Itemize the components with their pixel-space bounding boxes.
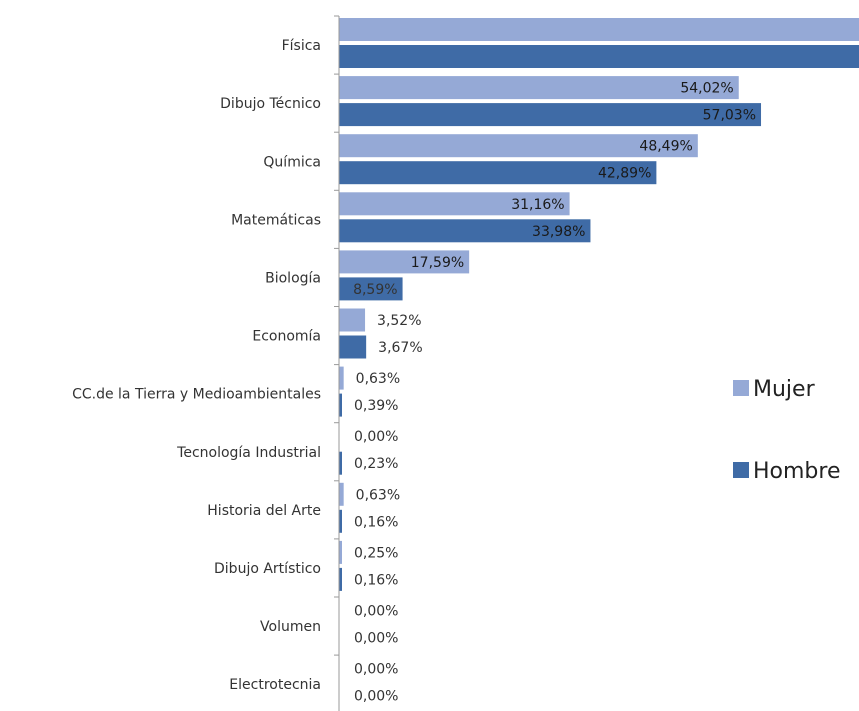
category-label-historia-del-arte: Historia del Arte: [207, 503, 321, 519]
value-label-mujer-biologia: 17,59%: [411, 255, 464, 271]
value-label-hombre-historia-del-arte: 0,16%: [354, 514, 398, 530]
bar-mujer-biologia: [339, 250, 470, 274]
value-label-hombre-biologia: 8,59%: [353, 282, 397, 298]
category-label-cc-de-la-tierra-y-medioambientales: CC.de la Tierra y Medioambientales: [72, 387, 321, 403]
category-label-fisica: Física: [282, 38, 321, 54]
bar-mujer-dibujo-artistico: [339, 540, 342, 564]
bar-hombre-cc-de-la-tierra-y-medioambientales: [339, 393, 342, 417]
bar-hombre-tecnologia-industrial: [339, 451, 342, 475]
bar-mujer-dibujo-tecnico: [339, 76, 739, 100]
bar-hombre-fisica: [339, 45, 859, 68]
legend: Mujer Hombre: [733, 377, 841, 484]
value-label-mujer-quimica: 48,49%: [639, 139, 692, 155]
legend-swatch-hombre: [733, 462, 749, 478]
axis-ticks: [334, 15, 339, 656]
value-label-mujer-cc-de-la-tierra-y-medioambientales: 0,63%: [356, 371, 400, 387]
value-label-hombre-matematicas: 33,98%: [532, 224, 585, 240]
legend-swatch-mujer: [733, 380, 749, 396]
value-label-mujer-dibujo-tecnico: 54,02%: [680, 81, 733, 97]
bar-mujer-economia: [339, 308, 366, 332]
legend-label-mujer: Mujer: [753, 377, 816, 402]
value-label-hombre-volumen: 0,00%: [354, 631, 398, 647]
value-label-hombre-dibujo-tecnico: 57,03%: [703, 108, 756, 124]
category-label-dibujo-artistico: Dibujo Artístico: [214, 561, 321, 577]
category-label-economia: Economía: [252, 329, 321, 345]
bar-hombre-quimica: [339, 161, 657, 185]
bar-mujer-quimica: [339, 134, 698, 158]
bar-hombre-biologia: [339, 277, 403, 301]
bar-hombre-dibujo-artistico: [339, 567, 342, 591]
value-labels: 54,02% 57,03% 48,49% 42,89% 31,16% 33,98% 17,5…: [353, 81, 756, 705]
category-label-electrotecnia: Electrotecnia: [229, 677, 321, 693]
category-label-volumen: Volumen: [260, 619, 321, 635]
category-label-biologia: Biología: [265, 270, 321, 286]
value-label-mujer-dibujo-artistico: 0,25%: [354, 545, 398, 561]
value-label-mujer-economia: 3,52%: [377, 313, 421, 329]
category-label-matematicas: Matemáticas: [231, 212, 321, 228]
category-labels: Física Dibujo Técnico Química Matemáticas Bi…: [72, 38, 321, 693]
value-label-hombre-quimica: 42,89%: [598, 166, 651, 182]
bars: [339, 18, 859, 591]
category-label-tecnologia-industrial: Tecnología Industrial: [176, 445, 321, 461]
category-label-dibujo-tecnico: Dibujo Técnico: [220, 96, 321, 112]
value-label-hombre-economia: 3,67%: [378, 340, 422, 356]
value-label-hombre-tecnologia-industrial: 0,23%: [354, 456, 398, 472]
value-label-hombre-cc-de-la-tierra-y-medioambientales: 0,39%: [354, 398, 398, 414]
bar-mujer-matematicas: [339, 192, 570, 216]
legend-label-hombre: Hombre: [753, 459, 841, 484]
value-label-hombre-electrotecnia: 0,00%: [354, 689, 398, 705]
value-label-mujer-tecnologia-industrial: 0,00%: [354, 429, 398, 445]
category-label-quimica: Química: [263, 154, 321, 170]
value-label-mujer-matematicas: 31,16%: [511, 197, 564, 213]
value-label-mujer-historia-del-arte: 0,63%: [356, 487, 400, 503]
value-label-mujer-volumen: 0,00%: [354, 604, 398, 620]
bar-hombre-dibujo-tecnico: [339, 103, 762, 127]
value-label-mujer-electrotecnia: 0,00%: [354, 662, 398, 678]
bar-mujer-historia-del-arte: [339, 482, 344, 506]
value-label-hombre-dibujo-artistico: 0,16%: [354, 572, 398, 588]
bar-mujer-fisica: [339, 18, 859, 41]
bar-hombre-matematicas: [339, 219, 591, 243]
bar-hombre-historia-del-arte: [339, 509, 342, 533]
bar-mujer-cc-de-la-tierra-y-medioambientales: [339, 366, 344, 390]
bar-hombre-economia: [339, 335, 367, 359]
